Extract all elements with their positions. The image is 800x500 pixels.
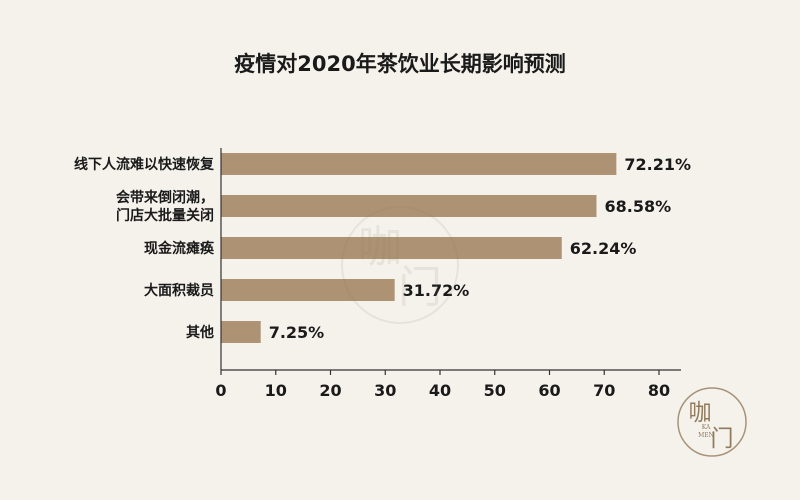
value-label: 72.21% bbox=[624, 155, 691, 174]
bar-group: 72.21% 线下人流难以快速恢复 68.58% 会带来倒闭潮，门店大批量关闭 62.2… bbox=[74, 153, 691, 343]
x-tick-label: 60 bbox=[538, 381, 560, 400]
chart-title: 疫情对2020年茶饮业长期影响预测 bbox=[234, 52, 565, 76]
category-label: 线下人流难以快速恢复 bbox=[74, 156, 215, 173]
watermark-logo: 咖 门 bbox=[341, 206, 459, 324]
watermark-char-1: 咖 bbox=[358, 222, 402, 273]
bar bbox=[221, 237, 562, 259]
x-tick-label: 0 bbox=[215, 381, 226, 400]
logo-circle bbox=[677, 387, 747, 457]
bar bbox=[221, 153, 617, 175]
category-label: 其他 bbox=[186, 324, 214, 341]
logo-char-1: 咖 bbox=[689, 400, 712, 426]
x-axis: 0 10 20 30 40 50 60 70 80 bbox=[215, 148, 681, 400]
value-label: 7.25% bbox=[269, 323, 325, 342]
value-label: 31.72% bbox=[403, 281, 470, 300]
category-label: 门店大批量关闭 bbox=[116, 207, 214, 224]
bar bbox=[221, 321, 261, 343]
logo-subtext-1: KA bbox=[702, 424, 711, 431]
watermark-char-2: 门 bbox=[398, 262, 442, 313]
value-label: 68.58% bbox=[604, 197, 671, 216]
x-tick-label: 20 bbox=[319, 381, 341, 400]
category-label: 大面积裁员 bbox=[144, 282, 214, 299]
logo-char-2: 门 bbox=[711, 426, 734, 452]
x-tick-label: 10 bbox=[265, 381, 287, 400]
x-tick-label: 70 bbox=[593, 381, 615, 400]
bar bbox=[221, 195, 597, 217]
x-tick-label: 40 bbox=[429, 381, 451, 400]
brand-logo: 咖 门 KA MEN bbox=[677, 387, 747, 457]
value-label: 62.24% bbox=[570, 239, 637, 258]
logo-subtext-2: MEN bbox=[698, 432, 714, 439]
x-tick-label: 30 bbox=[374, 381, 396, 400]
x-tick-label: 50 bbox=[484, 381, 506, 400]
bar bbox=[221, 279, 395, 301]
x-tick-label: 80 bbox=[648, 381, 670, 400]
category-label: 现金流瘫痪 bbox=[144, 240, 215, 257]
category-label: 会带来倒闭潮， bbox=[116, 189, 214, 206]
